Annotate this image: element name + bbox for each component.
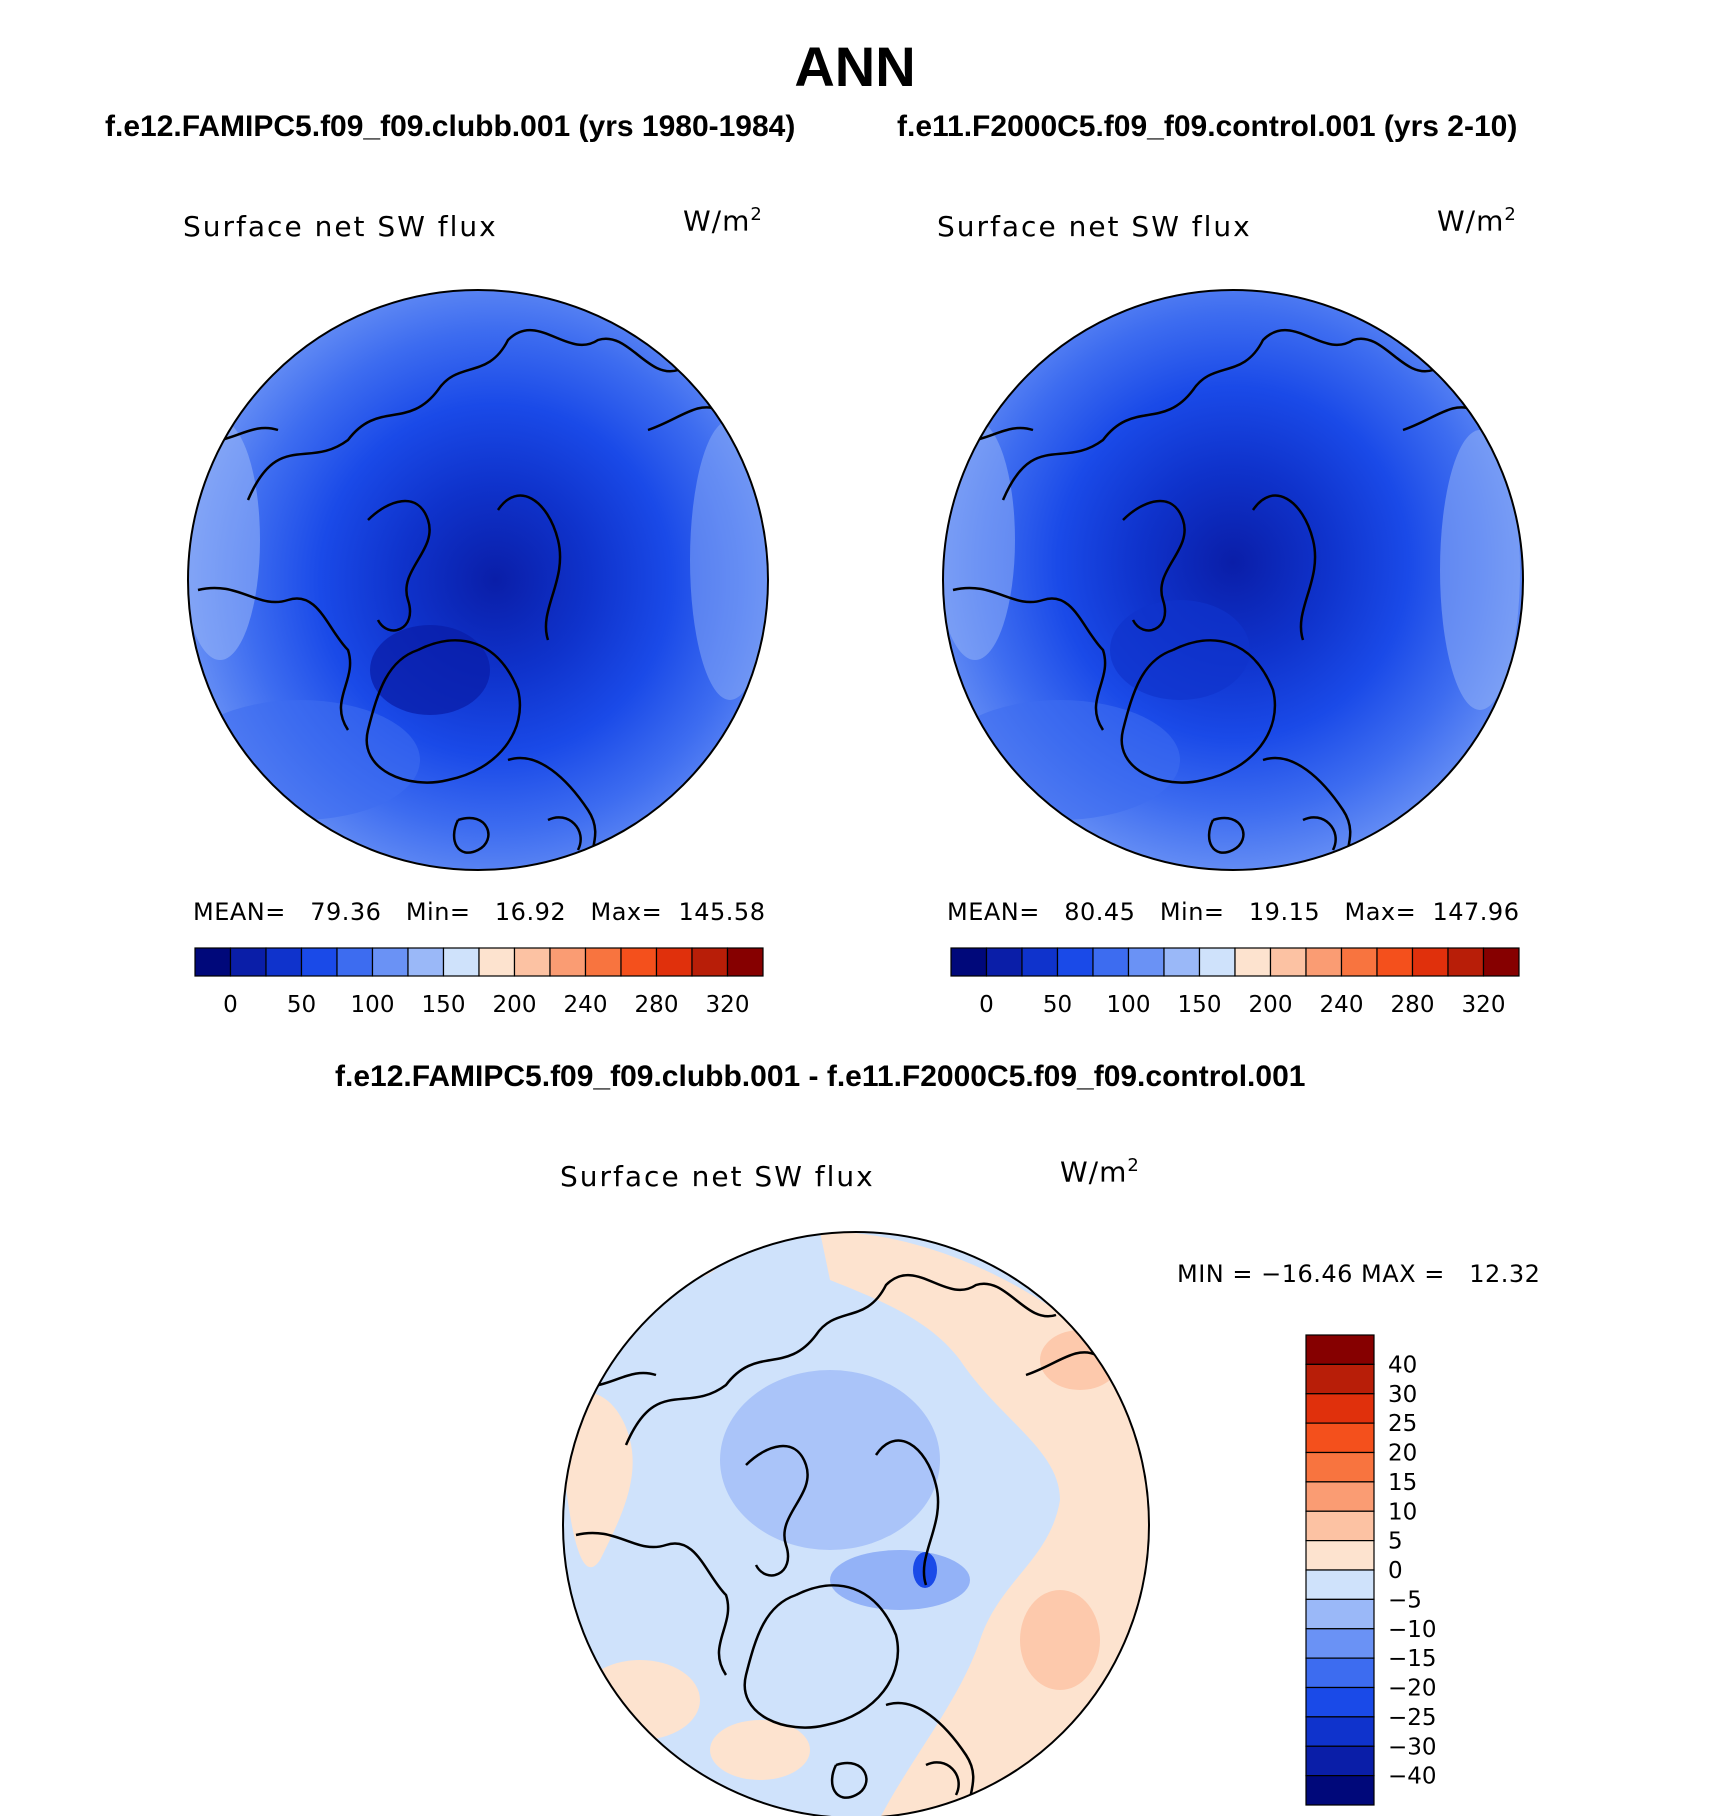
- colorbar-box: [1305, 1598, 1375, 1630]
- colorbar-box: [1305, 947, 1343, 977]
- colorbar-tick-label: 0: [979, 992, 994, 1018]
- colorbar-box: [1305, 1422, 1375, 1454]
- colorbar-box: [1305, 1363, 1375, 1395]
- colorbar-tick-label: 150: [1178, 992, 1222, 1018]
- colorbar-box: [1482, 947, 1520, 977]
- case-title-left: f.e12.FAMIPC5.f09_f09.clubb.001 (yrs 198…: [105, 110, 796, 143]
- colorbar-tick-label: 0: [1388, 1558, 1403, 1584]
- colorbar-box: [1376, 947, 1414, 977]
- colorbar-box: [1305, 1686, 1375, 1718]
- colorbar-tick-label: 240: [1320, 992, 1364, 1018]
- colorbar-tick-label: 25: [1388, 1411, 1417, 1437]
- colorbar-tick-label: 100: [351, 992, 395, 1018]
- figure-title: ANN: [794, 35, 916, 98]
- colorbar-box: [1056, 947, 1094, 977]
- colorbar-box: [442, 947, 480, 977]
- colorbar-box: [655, 947, 693, 977]
- map-diff: [562, 1231, 1150, 1816]
- colorbar-box: [336, 947, 374, 977]
- colorbar-box: [1163, 947, 1201, 977]
- units-label-diff: W/m2: [1060, 1155, 1140, 1189]
- colorbar-box: [1305, 1716, 1375, 1747]
- map-left: [187, 289, 769, 871]
- colorbar-tick-label: 10: [1388, 1499, 1417, 1525]
- colorbar-tick-label: −20: [1388, 1676, 1437, 1702]
- colorbar-box: [1269, 947, 1307, 977]
- colorbar-box: [584, 947, 622, 977]
- colorbar-tick-label: 320: [1462, 992, 1506, 1018]
- colorbar-tick-label: 320: [706, 992, 750, 1018]
- colorbar-box: [1234, 947, 1272, 977]
- colorbar-tick-label: 15: [1388, 1470, 1417, 1496]
- colorbar-box: [950, 947, 988, 977]
- colorbar-box: [1305, 1481, 1375, 1512]
- colorbar-box: [691, 947, 729, 977]
- colorbar-tick-label: 280: [635, 992, 679, 1018]
- colorbar-box: [1305, 1510, 1375, 1542]
- variable-label-right: Surface net SW flux: [937, 210, 1252, 243]
- colorbar-box: [1305, 1569, 1375, 1600]
- colorbar-box: [478, 947, 516, 977]
- colorbar-tick-label: 200: [1249, 992, 1293, 1018]
- colorbar-box: [1092, 947, 1130, 977]
- colorbar-tick-label: −5: [1388, 1587, 1422, 1613]
- colorbar-tick-label: 240: [564, 992, 608, 1018]
- colorbar-box: [985, 947, 1023, 977]
- colorbar-tick-label: 20: [1388, 1441, 1417, 1467]
- colorbar-box: [513, 947, 551, 977]
- stats-right: MEAN= 80.45 Min= 19.15 Max= 147.96: [947, 898, 1520, 926]
- colorbar-box: [1305, 1628, 1375, 1659]
- colorbar-box: [371, 947, 409, 977]
- colorbar-box: [1447, 947, 1485, 977]
- colorbar-tick-label: 0: [223, 992, 238, 1018]
- colorbar-tick-label: 200: [493, 992, 537, 1018]
- colorbar-left: 0 50 100 150 200 240 280 320: [194, 947, 764, 1018]
- variable-label-diff: Surface net SW flux: [560, 1160, 875, 1193]
- colorbar-box: [1305, 1451, 1375, 1483]
- colorbar-box: [1127, 947, 1165, 977]
- colorbar-box: [1021, 947, 1059, 977]
- stats-diff: MIN = −16.46 MAX = 12.32: [1177, 1260, 1541, 1288]
- colorbar-tick-label: 150: [422, 992, 466, 1018]
- case-title-right: f.e11.F2000C5.f09_f09.control.001 (yrs 2…: [897, 110, 1518, 143]
- colorbar-box: [1198, 947, 1236, 977]
- colorbar-box: [265, 947, 303, 977]
- colorbar-tick-label: 50: [1043, 992, 1072, 1018]
- colorbar-tick-label: 5: [1388, 1529, 1403, 1555]
- colorbar-box: [1305, 1657, 1375, 1689]
- colorbar-tick-label: 40: [1388, 1352, 1417, 1378]
- map-right: [942, 289, 1524, 871]
- colorbar-tick-label: 100: [1107, 992, 1151, 1018]
- units-label-right: W/m2: [1437, 204, 1517, 238]
- colorbar-box: [1305, 1745, 1375, 1777]
- colorbar-box: [1305, 1775, 1375, 1806]
- colorbar-box: [407, 947, 445, 977]
- colorbar-tick-label: −25: [1388, 1705, 1437, 1731]
- colorbar-box: [620, 947, 658, 977]
- colorbar-box: [1340, 947, 1378, 977]
- colorbar-tick-label: −30: [1388, 1734, 1437, 1760]
- colorbar-diff: 40 30 25 20 15 10 5 0 −5 −10 −15 −20 −25 −30 −40: [1305, 1334, 1437, 1806]
- colorbar-box: [1411, 947, 1449, 977]
- colorbar-box: [194, 947, 232, 977]
- colorbar-box: [229, 947, 267, 977]
- units-label-left: W/m2: [683, 204, 763, 238]
- colorbar-tick-label: −10: [1388, 1617, 1437, 1643]
- variable-label-left: Surface net SW flux: [183, 210, 498, 243]
- colorbar-box: [1305, 1393, 1375, 1424]
- colorbar-right: 0 50 100 150 200 240 280 320: [950, 947, 1520, 1018]
- colorbar-tick-label: 30: [1388, 1382, 1417, 1408]
- colorbar-box: [726, 947, 764, 977]
- colorbar-tick-label: 280: [1391, 992, 1435, 1018]
- colorbar-box: [1305, 1540, 1375, 1571]
- colorbar-box: [300, 947, 338, 977]
- colorbar-tick-label: −15: [1388, 1646, 1437, 1672]
- colorbar-box: [1305, 1334, 1375, 1365]
- stats-left: MEAN= 79.36 Min= 16.92 Max= 145.58: [193, 898, 766, 926]
- diff-title: f.e12.FAMIPC5.f09_f09.clubb.001 - f.e11.…: [335, 1060, 1306, 1093]
- colorbar-tick-label: 50: [287, 992, 316, 1018]
- colorbar-box: [549, 947, 587, 977]
- colorbar-tick-label: −40: [1388, 1764, 1437, 1790]
